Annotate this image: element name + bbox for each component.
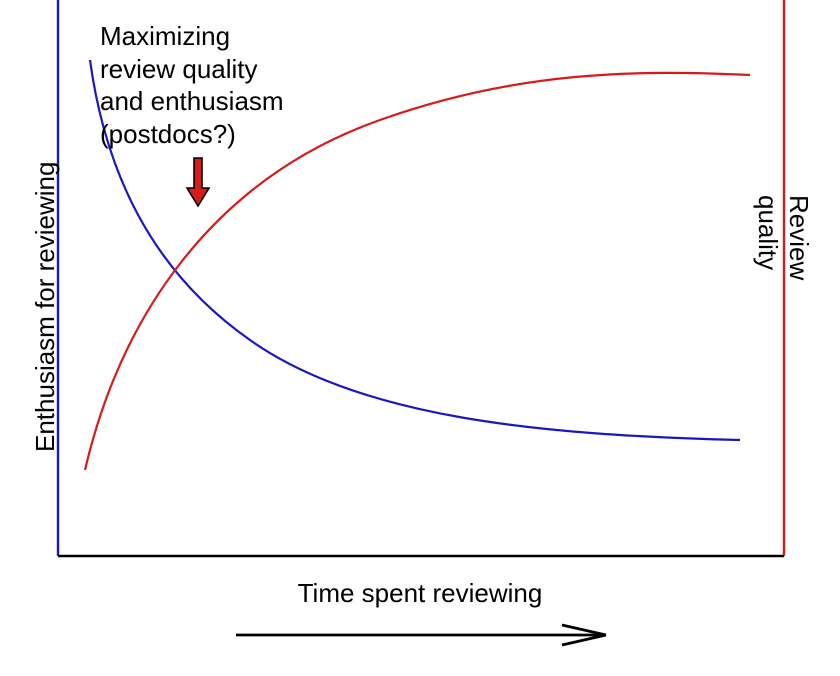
chart-stage: Maximizing review quality and enthusiasm… [0,0,840,676]
time-arrow-icon [236,625,606,645]
annotation-line-3: and enthusiasm [100,85,284,118]
annotation-line-4: (postdocs?) [100,118,284,151]
annotation-line-1: Maximizing [100,20,284,53]
time-arrow-head-lower [562,635,606,645]
time-arrow-head-upper [562,625,606,635]
y-axis-left-label: Enthusiasm for reviewing [30,162,61,452]
y-axis-right-label: Review quality [752,195,814,280]
intersection-arrow-icon [187,158,209,206]
annotation-text: Maximizing review quality and enthusiasm… [100,20,284,150]
annotation-line-2: review quality [100,53,284,86]
x-axis-label: Time spent reviewing [0,578,840,609]
